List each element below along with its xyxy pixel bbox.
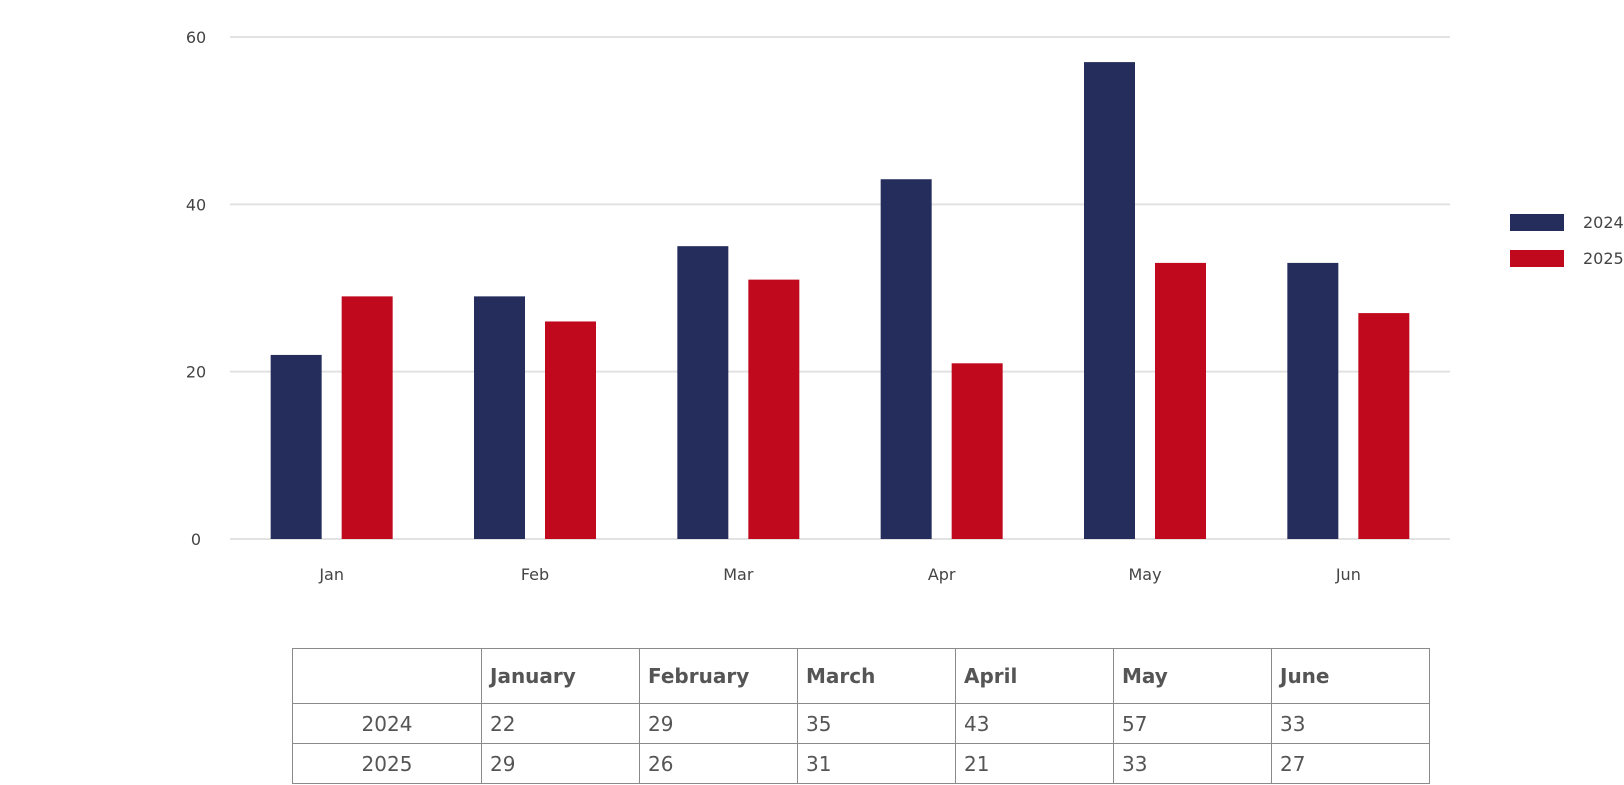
- bar-2025-jan: [341, 296, 393, 539]
- bar-chart: 0 20 40 60 Jan Feb Mar Apr May Jun 2024 2025: [186, 28, 1624, 584]
- x-tick-label: Jan: [318, 565, 344, 584]
- legend-label: 2024: [1583, 213, 1624, 232]
- table-row: 2024 22 29 35 43 57 33: [292, 703, 1430, 744]
- table-header-cell: January: [481, 648, 640, 704]
- table-header-cell: March: [797, 648, 956, 704]
- table-cell: 29: [481, 743, 640, 784]
- table-cell: 21: [955, 743, 1114, 784]
- table-header-cell: February: [639, 648, 798, 704]
- table-cell: 29: [639, 703, 798, 744]
- table-row-label: 2024: [292, 703, 482, 744]
- table-cell: 33: [1113, 743, 1272, 784]
- bar-2025-jun: [1358, 313, 1410, 539]
- x-tick-label: May: [1128, 565, 1161, 584]
- bar-2025-mar: [748, 279, 800, 539]
- bar-2024-apr: [880, 179, 932, 539]
- table-row-label: 2025: [292, 743, 482, 784]
- bar-2025-may: [1155, 262, 1206, 539]
- y-tick-label: 20: [186, 363, 206, 382]
- legend-label: 2025: [1583, 249, 1624, 268]
- table-cell: 27: [1271, 743, 1430, 784]
- bar-2024-jan: [270, 354, 322, 539]
- table-cell: 22: [481, 703, 640, 744]
- table-header-row: January February March April May June: [292, 648, 1430, 704]
- bar-2025-feb: [545, 321, 596, 539]
- grid-lines: [230, 36, 1450, 540]
- y-tick-label: 0: [191, 530, 201, 549]
- legend-swatch: [1510, 250, 1564, 267]
- x-axis-ticks: Jan Feb Mar Apr May Jun: [318, 565, 1361, 584]
- table-cell: 26: [639, 743, 798, 784]
- table-row: 2025 29 26 31 21 33 27: [292, 743, 1430, 784]
- table-cell: 57: [1113, 703, 1272, 744]
- x-tick-label: Feb: [521, 565, 549, 584]
- legend-swatch: [1510, 214, 1564, 231]
- x-tick-label: Jun: [1335, 565, 1361, 584]
- y-axis-ticks: 0 20 40 60: [186, 28, 206, 549]
- table-cell: 35: [797, 703, 956, 744]
- table-header-cell: [292, 648, 482, 704]
- bars: [270, 62, 1410, 539]
- x-tick-label: Mar: [723, 565, 754, 584]
- table-cell: 33: [1271, 703, 1430, 744]
- bar-2024-feb: [474, 296, 525, 539]
- bar-2025-apr: [951, 363, 1003, 539]
- table-cell: 43: [955, 703, 1114, 744]
- y-tick-label: 60: [186, 28, 206, 47]
- data-table: January February March April May June 20…: [292, 648, 1430, 784]
- bar-2024-may: [1084, 62, 1135, 539]
- bar-2024-mar: [677, 246, 729, 539]
- table-cell: 31: [797, 743, 956, 784]
- x-tick-label: Apr: [928, 565, 956, 584]
- y-tick-label: 40: [186, 195, 206, 214]
- table-header-cell: April: [955, 648, 1114, 704]
- table-header-cell: June: [1271, 648, 1430, 704]
- table-header-cell: May: [1113, 648, 1272, 704]
- bar-2024-jun: [1287, 262, 1339, 539]
- legend: 2024 2025: [1510, 213, 1624, 268]
